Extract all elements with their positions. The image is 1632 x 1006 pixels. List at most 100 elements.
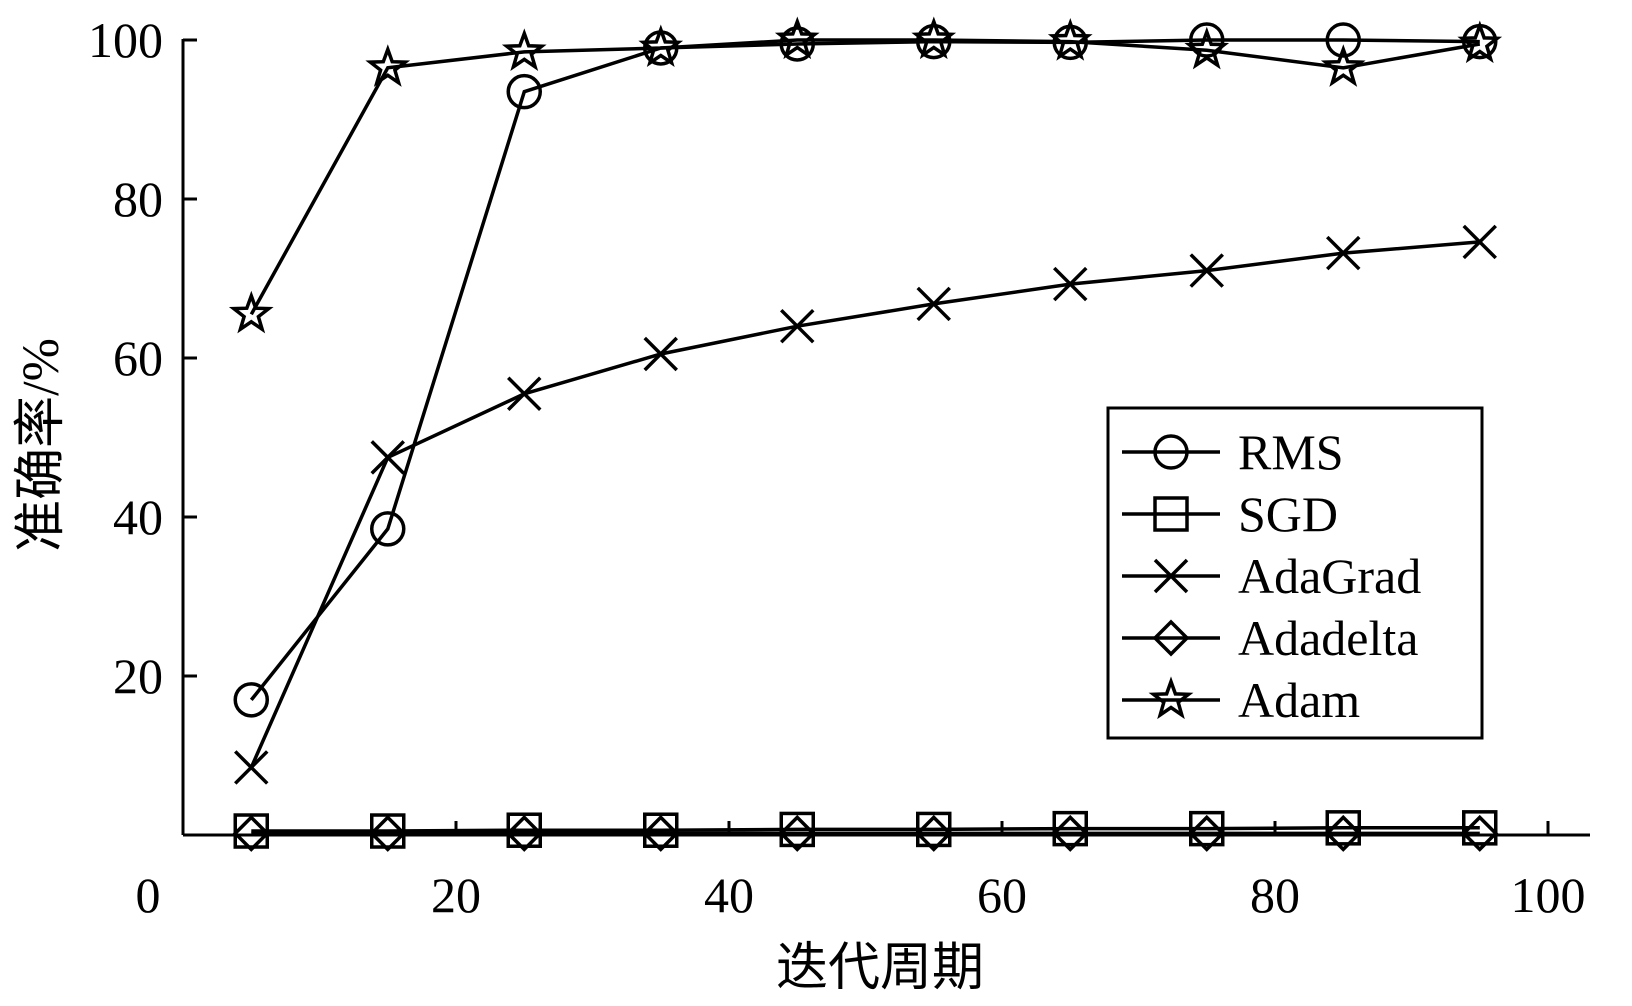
data-point <box>643 812 679 848</box>
data-point <box>233 682 269 718</box>
data-point <box>1326 235 1361 271</box>
legend-label: AdaGrad <box>1238 548 1421 604</box>
star-marker <box>774 16 820 60</box>
circle-marker <box>1325 22 1361 58</box>
data-point <box>642 814 680 852</box>
data-point <box>779 26 815 62</box>
legend-label: SGD <box>1238 486 1338 542</box>
star-marker <box>638 24 684 67</box>
x-tick-label: 40 <box>704 867 754 923</box>
series-line <box>249 38 1480 701</box>
data-point <box>638 24 684 67</box>
square-marker <box>1153 496 1189 532</box>
star-marker <box>365 44 411 87</box>
data-point <box>370 440 405 475</box>
data-point <box>1462 224 1497 260</box>
circle-marker <box>233 682 269 718</box>
star-marker <box>911 16 957 60</box>
data-point <box>1188 814 1226 852</box>
data-point <box>1189 810 1225 847</box>
data-point <box>780 308 815 344</box>
y-tick-label: 40 <box>113 489 163 545</box>
series-sgd <box>233 810 1498 849</box>
x-axis-label: 迭代周期 <box>776 940 984 997</box>
data-point <box>1051 814 1089 852</box>
y-tick-label: 80 <box>113 171 163 227</box>
star-marker <box>1148 676 1194 720</box>
data-point <box>778 814 816 852</box>
x-tick-label: 100 <box>1511 867 1586 923</box>
legend-entry-adagrad: AdaGrad <box>1122 548 1421 604</box>
data-point <box>365 44 411 87</box>
data-point <box>1325 810 1361 846</box>
diamond-marker <box>915 814 953 852</box>
legend-entry-rms: RMS <box>1122 424 1344 480</box>
data-point <box>1457 20 1503 64</box>
star-marker <box>1047 18 1093 61</box>
y-tick-label: 20 <box>113 648 163 704</box>
series-line <box>249 38 1481 316</box>
y-tick-label: 60 <box>113 330 163 386</box>
diamond-marker <box>778 814 816 852</box>
data-point <box>1324 814 1362 852</box>
x-marker <box>507 376 542 412</box>
series-adadelta <box>232 814 1499 852</box>
x-tick-label: 80 <box>1250 867 1300 923</box>
data-point <box>370 511 406 547</box>
square-marker <box>1052 810 1088 847</box>
data-point <box>506 73 542 110</box>
data-point <box>774 16 820 60</box>
data-point <box>1189 253 1224 288</box>
data-point <box>1325 22 1361 58</box>
data-point <box>911 16 957 60</box>
data-point <box>1320 44 1366 87</box>
data-point <box>916 811 952 848</box>
square-marker <box>506 812 542 848</box>
data-point <box>501 28 547 72</box>
series-layer <box>228 16 1503 852</box>
diamond-marker <box>369 814 407 852</box>
diamond-marker <box>232 814 270 852</box>
diamond-marker <box>1188 814 1226 852</box>
diamond-marker <box>1051 814 1089 852</box>
legend-entry-adadelta: Adadelta <box>1122 610 1418 666</box>
y-axis-label: 准确率/% <box>13 338 70 552</box>
x-tick-label: 0 <box>136 867 161 923</box>
x-marker <box>1189 253 1224 288</box>
data-point <box>232 814 270 852</box>
legend-entry-adam: Adam <box>1122 672 1360 728</box>
x-tick-label: 20 <box>431 867 481 923</box>
x-marker <box>643 336 678 372</box>
data-point <box>507 376 542 412</box>
circle-marker <box>1153 434 1189 470</box>
square-marker <box>643 812 679 848</box>
data-point <box>505 814 543 852</box>
y-tick-label: 100 <box>88 12 163 68</box>
square-marker <box>1189 810 1225 847</box>
legend-entry-sgd: SGD <box>1122 486 1338 542</box>
data-point <box>369 814 407 852</box>
legend-label: Adam <box>1238 672 1360 728</box>
series-line <box>251 826 1480 833</box>
data-point <box>643 336 678 372</box>
square-marker <box>779 811 815 848</box>
data-point <box>234 750 269 785</box>
x-tick-label: 60 <box>977 867 1027 923</box>
data-point <box>1053 266 1088 302</box>
x-marker <box>234 750 269 785</box>
data-point <box>506 812 542 848</box>
x-marker <box>780 308 815 344</box>
data-point <box>1047 18 1093 61</box>
data-point <box>1052 810 1088 847</box>
diamond-marker <box>505 814 543 852</box>
star-marker <box>1320 44 1366 87</box>
circle-marker <box>779 26 815 62</box>
x-marker <box>1153 558 1189 594</box>
x-marker <box>916 286 951 322</box>
square-marker <box>916 811 952 848</box>
series-line <box>249 240 1480 769</box>
ticks: 20 40 60 80 100 0 20 40 60 80 100 <box>88 12 1586 923</box>
legend: RMS SGD AdaGrad Adadelta Adam <box>1106 406 1484 740</box>
x-marker <box>1053 266 1088 302</box>
